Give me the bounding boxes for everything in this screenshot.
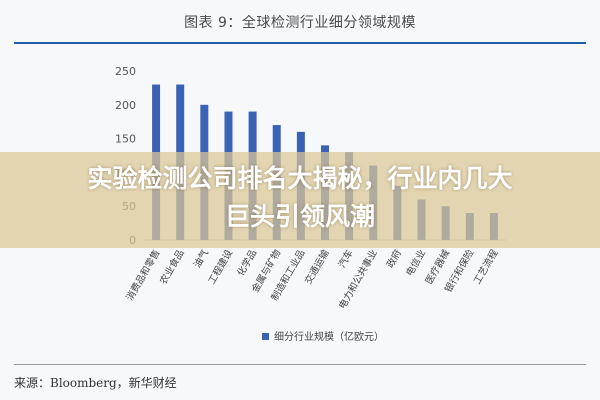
legend-label: 细分行业规模（亿欧元） (274, 330, 384, 343)
x-tick-label: 交通运输 (302, 247, 332, 286)
title-rule (14, 42, 586, 44)
x-tick-label: 消费品和零售 (124, 248, 163, 303)
headline: 实验检测公司排名大揭秘，行业内几大 巨头引领风潮 (0, 160, 600, 236)
footer-rule (14, 364, 586, 365)
headline-banner (0, 152, 600, 248)
x-tick-label: 油气 (191, 247, 211, 270)
headline-line-1: 实验检测公司排名大揭秘，行业内几大 (87, 164, 513, 193)
x-tick-label: 工艺流程 (471, 247, 501, 286)
legend-swatch (262, 333, 269, 340)
x-tick-label: 化学品 (235, 248, 260, 279)
y-tick-label: 200 (115, 99, 136, 112)
x-tick-label: 电信业 (403, 248, 428, 279)
x-tick-label: 汽车 (336, 248, 356, 270)
headline-line-2: 巨头引领风潮 (224, 202, 375, 231)
y-tick-label: 250 (115, 65, 136, 78)
y-tick-label: 150 (115, 133, 136, 146)
x-tick-label: 政府 (384, 247, 404, 270)
chart-title: 图表 9：全球检测行业细分领域规模 (184, 15, 416, 31)
source-note: 来源：Bloomberg，新华财经 (14, 376, 177, 390)
x-tick-label: 工程建设 (206, 247, 236, 286)
